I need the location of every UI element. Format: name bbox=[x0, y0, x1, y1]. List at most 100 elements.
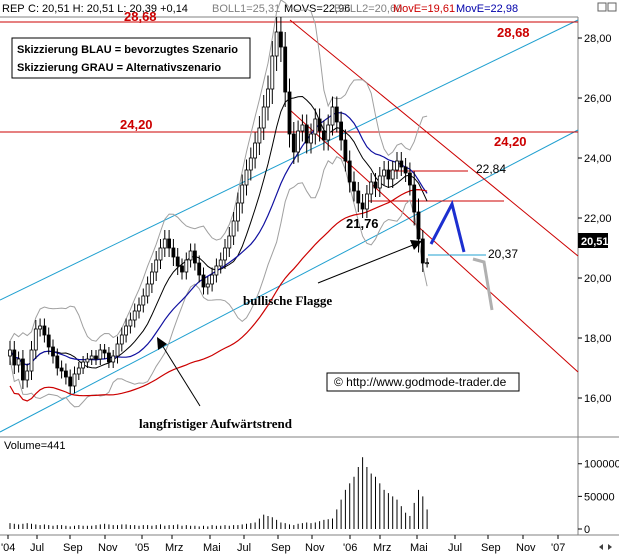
candle bbox=[51, 339, 55, 364]
candle bbox=[20, 350, 25, 389]
candle bbox=[283, 32, 288, 107]
level-label-2868-right: 28,68 bbox=[497, 25, 530, 40]
flag-annotation: bullische Flagge bbox=[243, 293, 332, 308]
candle bbox=[145, 276, 150, 304]
price-tick-label: 28,00 bbox=[584, 33, 612, 45]
volume-label: Volume=441 bbox=[4, 440, 65, 452]
candle bbox=[352, 171, 356, 202]
candle bbox=[119, 327, 124, 352]
candle bbox=[412, 171, 417, 226]
restore-icon[interactable] bbox=[597, 2, 607, 12]
time-tick-label: Sep bbox=[63, 542, 83, 554]
candle bbox=[76, 362, 81, 380]
candle bbox=[343, 129, 348, 172]
candle bbox=[395, 152, 399, 179]
downtrend-channel-upper-line bbox=[289, 19, 579, 257]
candle bbox=[304, 114, 309, 154]
level-label-2176: 21,76 bbox=[346, 216, 379, 231]
candle bbox=[274, 17, 279, 71]
boll1-label: BOLL1=25,31 bbox=[212, 3, 280, 15]
time-tick-label: Mrz bbox=[165, 542, 183, 554]
legend-blue-scenario: Skizzierung BLAU = bevorzugtes Szenario bbox=[17, 44, 238, 56]
candle bbox=[334, 96, 339, 133]
price-tick-label: 16,00 bbox=[584, 393, 612, 405]
time-tick-label: Nov bbox=[98, 542, 118, 554]
volume-axis: 100000 50000 0 bbox=[578, 459, 619, 536]
ticker-label: REP bbox=[2, 3, 25, 15]
close-icon[interactable] bbox=[607, 2, 617, 12]
candle bbox=[223, 239, 227, 269]
bollinger-upper-band bbox=[9, 0, 428, 342]
candle bbox=[192, 243, 197, 271]
info-bar: REP C: 20,51 H: 20,51 L: 20,39 +0,14 BOL… bbox=[2, 2, 617, 15]
candle bbox=[313, 108, 318, 145]
candle bbox=[59, 360, 64, 379]
legend-gray-scenario: Skizzierung GRAU = Alternativszenario bbox=[17, 62, 221, 74]
candle bbox=[300, 114, 305, 142]
candle bbox=[321, 120, 326, 151]
candle bbox=[154, 251, 159, 281]
candle bbox=[197, 255, 202, 283]
candle bbox=[407, 162, 412, 196]
time-tick-label: Mai bbox=[410, 542, 428, 554]
candle bbox=[25, 363, 30, 388]
candle bbox=[227, 227, 232, 257]
copyright-text: © http://www.godmode-trader.de bbox=[334, 375, 507, 389]
candle bbox=[330, 96, 335, 136]
candle bbox=[132, 303, 137, 328]
candle bbox=[85, 353, 90, 368]
candle bbox=[210, 267, 215, 292]
flag-arrow bbox=[317, 240, 422, 284]
candle bbox=[253, 132, 258, 169]
candle bbox=[377, 167, 382, 197]
price-tick-label: 26,00 bbox=[584, 93, 612, 105]
candle bbox=[180, 258, 184, 280]
scroll-left-icon[interactable] bbox=[599, 544, 603, 550]
candle bbox=[102, 344, 107, 359]
candle bbox=[55, 348, 60, 376]
candle bbox=[107, 347, 111, 368]
move2-label: MovE=22,98 bbox=[456, 3, 518, 15]
time-tick-label: Nov bbox=[305, 542, 325, 554]
candle bbox=[248, 147, 253, 181]
time-tick-label: '06 bbox=[343, 542, 357, 554]
candle bbox=[81, 356, 85, 374]
candle bbox=[33, 320, 38, 359]
time-tick-label: Jul bbox=[30, 542, 44, 554]
lower-uptrend-channel-line bbox=[0, 129, 579, 433]
candle bbox=[240, 174, 245, 214]
candle bbox=[205, 276, 210, 295]
level-label-2868-left: 28,68 bbox=[124, 9, 157, 24]
indicators bbox=[9, 0, 428, 408]
time-tick-label: Mrz bbox=[373, 542, 391, 554]
candle bbox=[188, 243, 193, 268]
candle bbox=[364, 185, 369, 218]
candle bbox=[270, 41, 275, 104]
candle bbox=[287, 78, 292, 148]
time-tick-label: Jul bbox=[237, 542, 251, 554]
level-label-2420-right: 24,20 bbox=[494, 134, 527, 149]
candle bbox=[360, 194, 365, 218]
candle bbox=[261, 95, 266, 140]
candle bbox=[425, 258, 430, 268]
time-axis: '04 Jul Sep Nov '05 Mrz Mai Jul Sep Nov '06 Mrz Mai J… bbox=[1, 535, 565, 554]
trend-lines bbox=[0, 19, 579, 433]
move-fast-line bbox=[9, 112, 428, 366]
last-price-tag: 20,51 bbox=[578, 233, 609, 248]
price-axis: 28,00 26,00 24,00 22,00 20,00 18,00 16,00 bbox=[578, 33, 612, 405]
candle bbox=[390, 161, 395, 188]
bollinger-lower-band bbox=[9, 156, 428, 408]
candle bbox=[309, 123, 313, 154]
scroll-right-icon[interactable] bbox=[608, 544, 612, 550]
quote-label: C: 20,51 H: 20,51 L: 20,39 +0,14 bbox=[28, 3, 188, 15]
candle bbox=[42, 318, 47, 343]
price-candles bbox=[8, 17, 430, 394]
last-price-label: 20,51 bbox=[581, 236, 609, 248]
price-tick-label: 24,00 bbox=[584, 153, 612, 165]
upper-uptrend-channel-line bbox=[0, 19, 579, 301]
move-slow-line bbox=[9, 188, 428, 402]
time-tick-label: '07 bbox=[551, 542, 565, 554]
window-control-icons bbox=[597, 2, 617, 12]
candle bbox=[382, 161, 387, 185]
